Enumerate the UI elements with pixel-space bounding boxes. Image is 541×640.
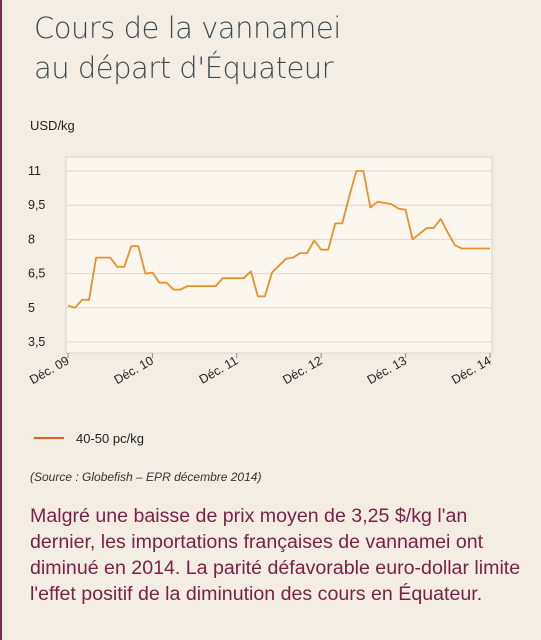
legend: 40-50 pc/kg [34, 428, 144, 448]
summary-text: Malgré une baisse de prix moyen de 3,25 … [30, 505, 521, 605]
y-tick-label: 11 [28, 164, 41, 178]
x-tick-labels: Déc. 09 Déc. 10 Déc. 11 Déc. 12 Déc. 13 Déc. … [27, 353, 493, 387]
plot-area [65, 156, 493, 354]
series-layer [67, 170, 491, 309]
title-line-1: Cours de la vannamei [34, 11, 341, 45]
title-line-2: au départ d'Équateur [34, 51, 334, 85]
x-tick-label: Déc. 13 [365, 353, 409, 387]
x-tick-label: Déc. 10 [112, 353, 156, 387]
left-accent-rule [0, 0, 2, 640]
y-tick-label: 8 [28, 232, 35, 246]
grid-lines [66, 170, 492, 358]
x-tick-label: Déc. 09 [27, 353, 71, 387]
y-tick-label: 9,5 [28, 198, 45, 212]
x-tick-label: Déc. 14 [449, 353, 493, 387]
x-tick-label: Déc. 12 [280, 353, 324, 387]
y-tick-label: 3,5 [28, 335, 45, 349]
x-tick-label: Déc. 11 [197, 353, 241, 386]
legend-label: 40-50 pc/kg [76, 430, 144, 446]
legend-swatch [34, 437, 64, 439]
y-axis-unit-label: USD/kg [30, 118, 75, 133]
source-note: (Source : Globefish – EPR décembre 2014) [30, 470, 262, 484]
y-tick-label: 5 [28, 301, 35, 315]
chart-title: Cours de la vannamei au départ d'Équateu… [34, 8, 514, 88]
y-tick-labels: 3,5 5 6,5 8 9,5 11 [28, 164, 45, 349]
y-tick-label: 6,5 [28, 267, 45, 281]
price-line-chart: 3,556,589,511 Déc. 09 Déc. 10 Déc. 11 Déc. … [27, 156, 494, 387]
